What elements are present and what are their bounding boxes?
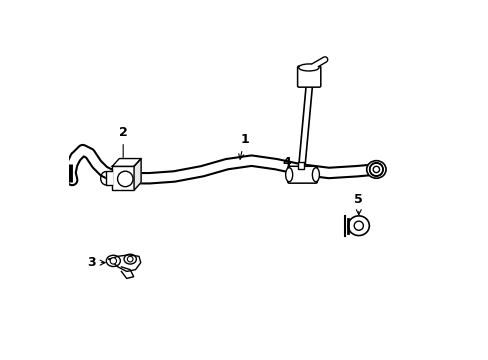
FancyBboxPatch shape [287, 166, 317, 183]
FancyBboxPatch shape [297, 66, 320, 87]
Polygon shape [121, 267, 133, 279]
Ellipse shape [298, 64, 318, 71]
FancyBboxPatch shape [297, 162, 304, 170]
Circle shape [127, 256, 133, 262]
Ellipse shape [124, 254, 136, 264]
Ellipse shape [353, 221, 363, 230]
Ellipse shape [366, 161, 385, 178]
Text: 1: 1 [238, 133, 248, 159]
Ellipse shape [312, 168, 319, 182]
FancyBboxPatch shape [112, 166, 134, 190]
Polygon shape [134, 158, 141, 190]
Circle shape [117, 171, 133, 187]
Circle shape [110, 258, 116, 264]
Text: 4: 4 [282, 156, 296, 180]
Ellipse shape [285, 168, 292, 182]
Ellipse shape [347, 216, 368, 235]
Text: 3: 3 [87, 256, 105, 269]
Polygon shape [112, 158, 141, 166]
Polygon shape [106, 171, 112, 185]
Polygon shape [109, 255, 141, 271]
Text: 2: 2 [119, 126, 127, 167]
Text: 5: 5 [354, 193, 363, 215]
Ellipse shape [106, 255, 120, 266]
